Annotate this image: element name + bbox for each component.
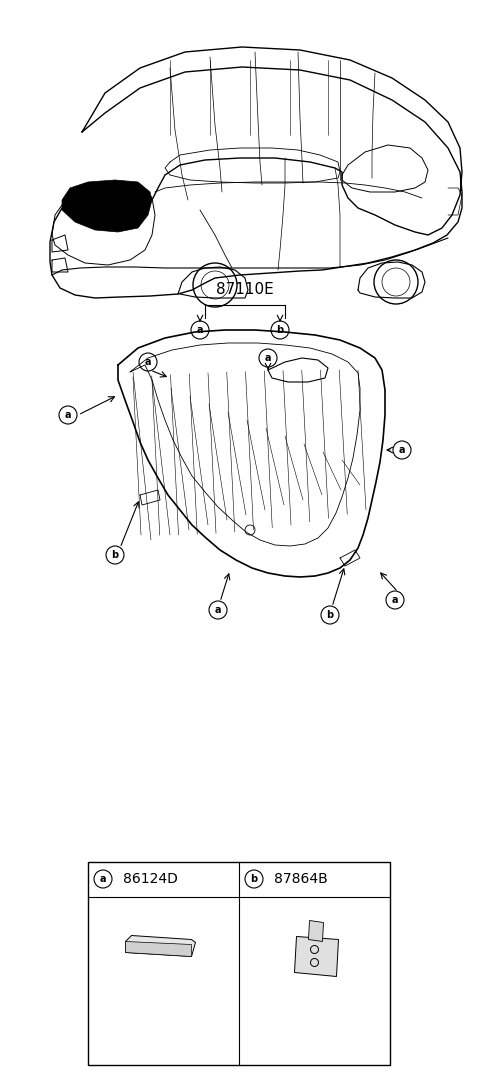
Text: a: a (65, 410, 71, 420)
Text: a: a (145, 357, 151, 367)
Text: b: b (326, 610, 334, 620)
Text: a: a (100, 875, 106, 884)
Polygon shape (295, 936, 338, 976)
Text: a: a (399, 445, 405, 455)
Text: a: a (392, 595, 398, 605)
Text: a: a (215, 605, 221, 615)
Text: b: b (276, 326, 284, 335)
Text: 87110E: 87110E (216, 282, 274, 297)
Text: 87864B: 87864B (274, 872, 328, 886)
Polygon shape (125, 935, 195, 957)
Bar (88, 861, 390, 1065)
Text: 86124D: 86124D (123, 872, 178, 886)
Polygon shape (309, 920, 324, 942)
Text: a: a (197, 326, 203, 335)
Polygon shape (62, 180, 152, 232)
Text: b: b (251, 875, 258, 884)
Text: b: b (111, 550, 119, 560)
Polygon shape (125, 942, 192, 957)
Text: a: a (265, 353, 271, 363)
